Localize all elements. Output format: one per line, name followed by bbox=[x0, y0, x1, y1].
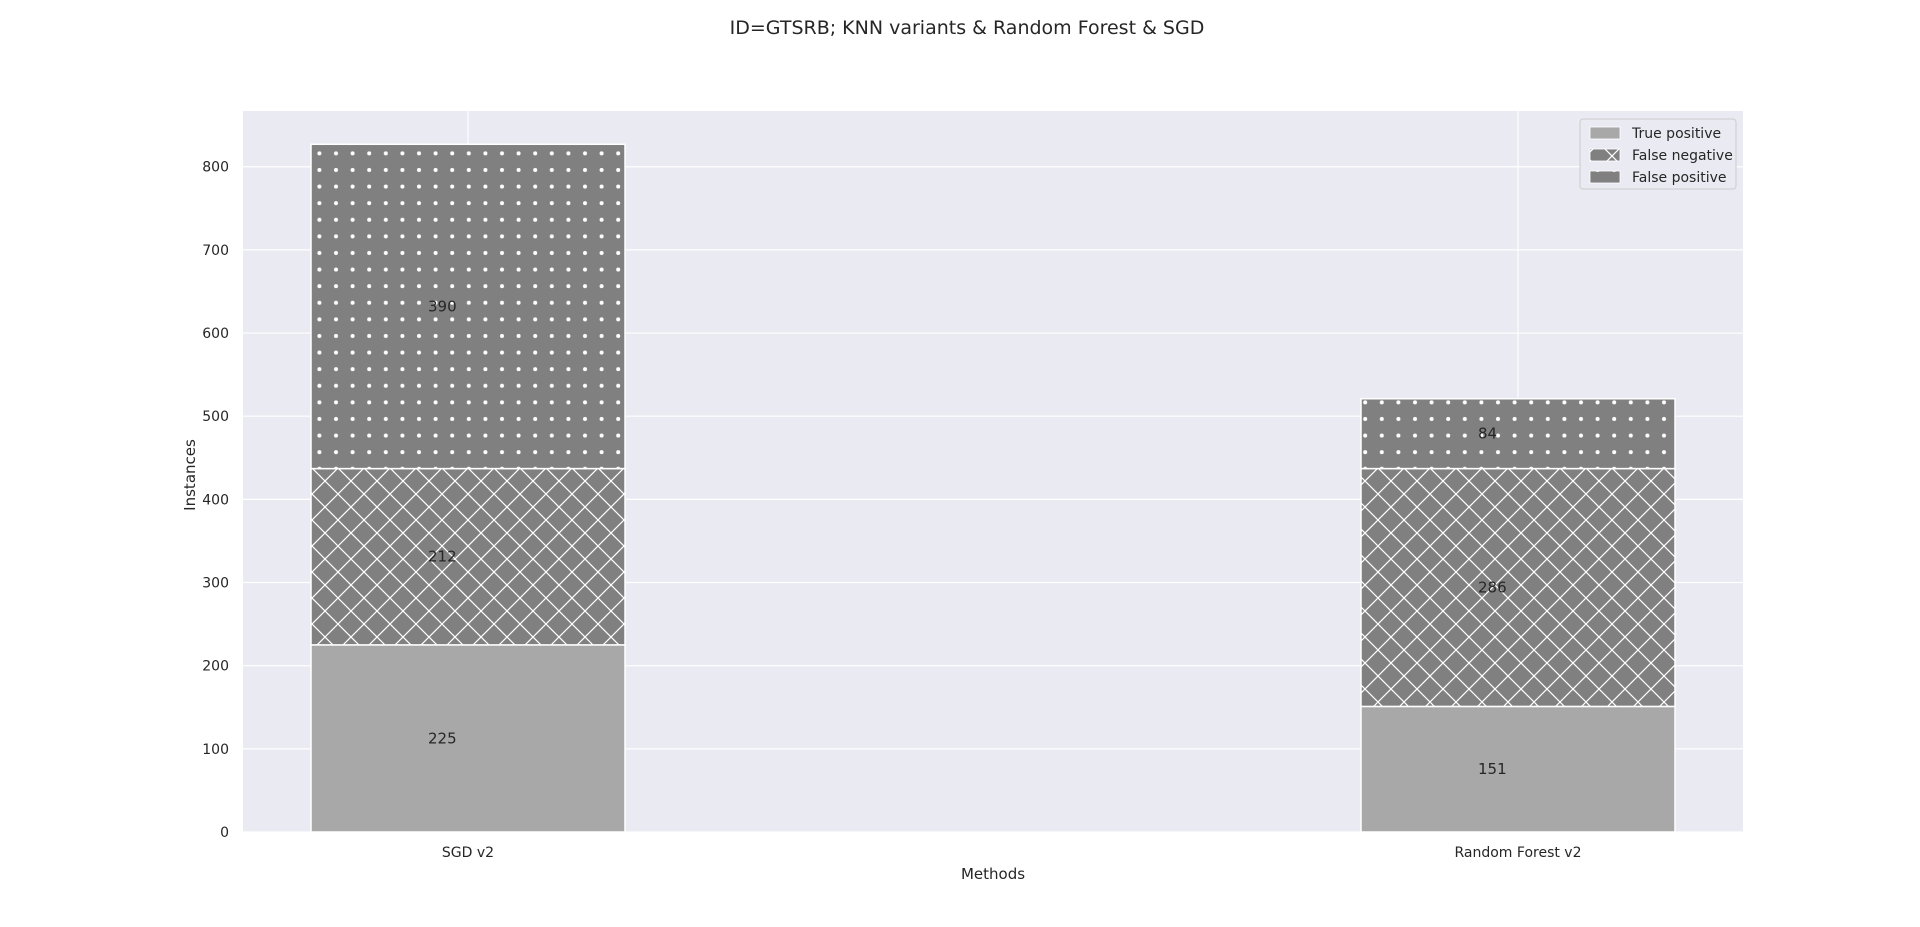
bar-value-label: 390 bbox=[428, 297, 457, 315]
y-tick-label: 800 bbox=[202, 160, 229, 176]
legend-label: True positive bbox=[1631, 126, 1721, 142]
legend-swatch bbox=[1589, 148, 1621, 162]
legend-label: False positive bbox=[1632, 170, 1727, 186]
legend-swatch bbox=[1589, 170, 1621, 184]
y-axis-label: Instances bbox=[181, 439, 199, 511]
ticks-layer: 0 100 200 300 400 500 600 700 800 SGD v2 Random Fo… bbox=[202, 160, 1581, 861]
y-tick-label: 200 bbox=[202, 659, 229, 675]
bar-segment bbox=[1360, 397, 1676, 470]
legend-swatch bbox=[1589, 126, 1621, 140]
bar-value-label: 84 bbox=[1478, 425, 1497, 443]
x-tick-label: SGD v2 bbox=[442, 845, 494, 861]
bar-value-label: 212 bbox=[428, 548, 457, 566]
y-tick-label: 600 bbox=[202, 326, 229, 342]
x-axis-label: Methods bbox=[961, 865, 1025, 883]
y-tick-label: 0 bbox=[220, 825, 229, 841]
bar-segment bbox=[1360, 705, 1676, 833]
x-tick-label: Random Forest v2 bbox=[1454, 845, 1581, 861]
bar-segment bbox=[1360, 467, 1676, 708]
y-tick-label: 300 bbox=[202, 576, 229, 592]
chart-title: ID=GTSRB; KNN variants & Random Forest &… bbox=[730, 17, 1205, 39]
bar-value-label: 225 bbox=[428, 729, 457, 747]
y-tick-label: 500 bbox=[202, 409, 229, 425]
bar-value-label: 286 bbox=[1478, 579, 1507, 597]
legend-label: False negative bbox=[1632, 148, 1733, 164]
bar-segment bbox=[310, 644, 626, 833]
labels-layer: 225 212 390 151 286 84 bbox=[428, 297, 1507, 778]
y-tick-label: 100 bbox=[202, 742, 229, 758]
y-tick-label: 700 bbox=[202, 243, 229, 259]
bar-segment bbox=[310, 467, 626, 646]
legend: True positive False negative False positiv… bbox=[1579, 118, 1737, 190]
bar-value-label: 151 bbox=[1478, 760, 1507, 778]
y-tick-label: 400 bbox=[202, 492, 229, 508]
bars-layer bbox=[310, 143, 1676, 833]
bar-segment bbox=[310, 143, 626, 470]
